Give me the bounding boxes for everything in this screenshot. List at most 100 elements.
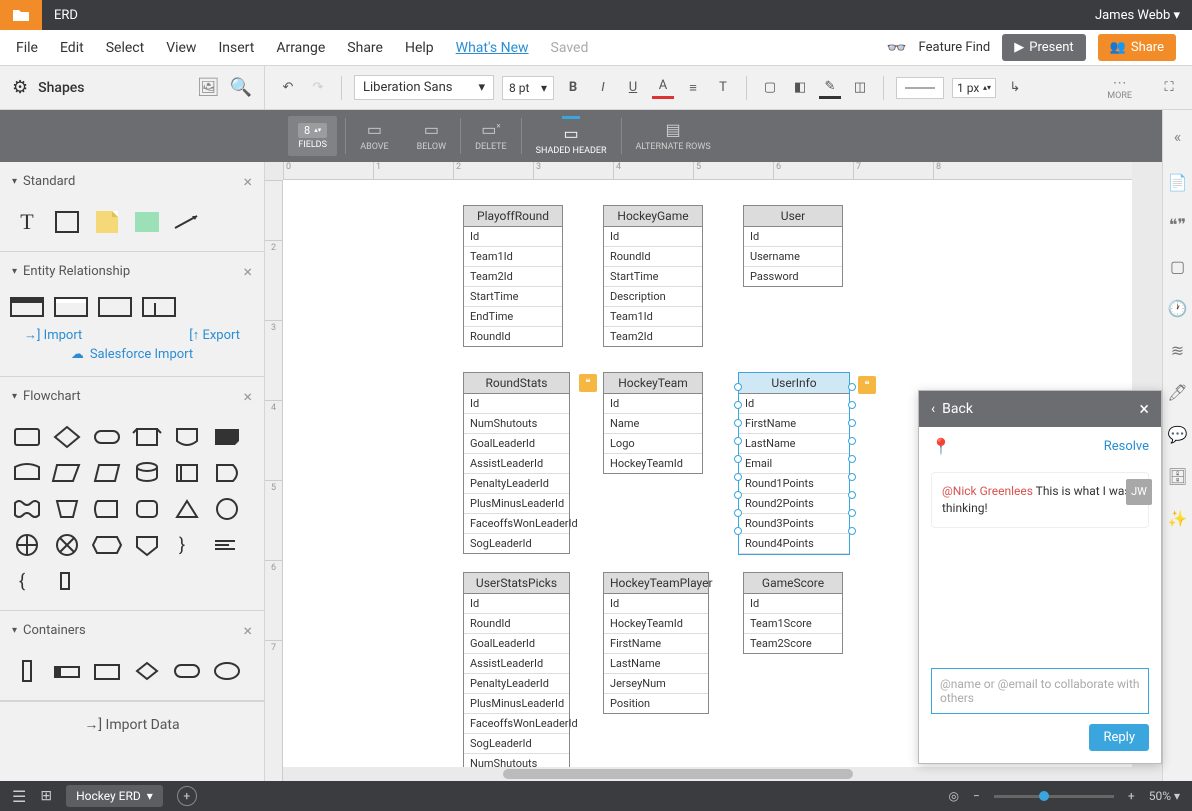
salesforce-import-link[interactable]: ☁ Salesforce Import [10, 343, 254, 366]
target-icon[interactable]: ◎ [949, 789, 959, 803]
italic-icon[interactable]: I [592, 77, 614, 99]
entity-field[interactable]: Id [604, 227, 702, 247]
entity-field[interactable]: HockeyTeamId [604, 614, 708, 634]
rect-shape[interactable] [50, 207, 84, 237]
menu-insert[interactable]: Insert [218, 40, 254, 56]
menu-select[interactable]: Select [106, 40, 144, 56]
gear-icon[interactable]: ⚙ [12, 77, 28, 98]
flowchart-shape-2[interactable] [90, 422, 124, 452]
whats-new-link[interactable]: What's New [456, 40, 529, 56]
entity-field[interactable]: Id [604, 394, 702, 414]
document-title[interactable]: ERD [54, 8, 78, 23]
entity-field[interactable]: StartTime [604, 267, 702, 287]
image-icon[interactable]: 🖼 [197, 77, 220, 98]
flowchart-shape-15[interactable] [130, 494, 164, 524]
back-button[interactable]: ‹ Back [931, 401, 973, 417]
flowchart-shape-22[interactable]: } [170, 530, 204, 560]
fields-count[interactable]: 8▴▾ FIELDS [288, 116, 337, 156]
bold-icon[interactable]: B [562, 77, 584, 99]
entity-field[interactable]: NumShutouts [464, 414, 569, 434]
entity-field[interactable]: Team1Id [604, 307, 702, 327]
er-shape-3[interactable] [98, 297, 132, 317]
container-shape-1[interactable] [50, 656, 84, 686]
entity-rel-section-header[interactable]: ▾Entity Relationship× [0, 252, 264, 291]
flowchart-shape-19[interactable] [50, 530, 84, 560]
menu-help[interactable]: Help [405, 40, 434, 56]
entity-field[interactable]: Id [744, 227, 842, 247]
flowchart-shape-25[interactable] [50, 566, 84, 596]
er-shape-4[interactable] [142, 297, 176, 317]
entity-user[interactable]: UserIdUsernamePassword [743, 205, 843, 287]
line-style-select[interactable] [896, 77, 944, 99]
close-icon[interactable]: × [1139, 399, 1149, 420]
undo-icon[interactable]: ↶ [277, 77, 299, 99]
entity-field[interactable]: PenaltyLeaderId [464, 674, 569, 694]
entity-field[interactable]: Name [604, 414, 702, 434]
flowchart-shape-17[interactable] [210, 494, 244, 524]
entity-field[interactable]: Id [744, 594, 842, 614]
pin-icon[interactable]: 📍 [931, 437, 951, 456]
line-width-select[interactable]: 1 px ▴▾ [952, 78, 996, 98]
entity-field[interactable]: Round1Points [739, 474, 849, 494]
entity-field[interactable]: Team2Id [464, 267, 562, 287]
folder-icon[interactable] [0, 0, 42, 30]
entity-field[interactable]: AssistLeaderId [464, 454, 569, 474]
entity-field[interactable]: Round2Points [739, 494, 849, 514]
shaded-header-button[interactable]: ▭SHADED HEADER [522, 110, 621, 162]
list-view-icon[interactable]: ☰ [12, 787, 26, 806]
flowchart-shape-1[interactable] [50, 422, 84, 452]
magic-icon[interactable]: ✨ [1168, 508, 1188, 528]
entity-gameScore[interactable]: GameScoreIdTeam1ScoreTeam2Score [743, 572, 843, 654]
zoom-in-icon[interactable]: + [1128, 789, 1135, 803]
chat-icon[interactable]: 💬 [1168, 424, 1188, 444]
container-shape-0[interactable] [10, 656, 44, 686]
menu-view[interactable]: View [166, 40, 196, 56]
flowchart-shape-0[interactable] [10, 422, 44, 452]
text-shape[interactable]: T [10, 207, 44, 237]
flowchart-shape-21[interactable] [130, 530, 164, 560]
entity-field[interactable]: Email [739, 454, 849, 474]
more-button[interactable]: ⋯MORE [1107, 75, 1132, 101]
flowchart-shape-23[interactable] [210, 530, 244, 560]
entity-field[interactable]: RoundId [464, 327, 562, 346]
menu-share[interactable]: Share [347, 40, 383, 56]
entity-userInfo[interactable]: UserInfoIdFirstNameLastNameEmailRound1Po… [738, 372, 850, 555]
fullscreen-icon[interactable]: ⛶ [1158, 77, 1180, 99]
block-shape[interactable] [130, 207, 164, 237]
entity-field[interactable]: Round3Points [739, 514, 849, 534]
horizontal-scrollbar[interactable] [283, 767, 1132, 781]
flowchart-shape-24[interactable]: { [10, 566, 44, 596]
containers-section-header[interactable]: ▾Containers× [0, 611, 264, 650]
flowchart-shape-6[interactable] [10, 458, 44, 488]
entity-field[interactable]: Team1Score [744, 614, 842, 634]
reply-button[interactable]: Reply [1089, 724, 1149, 751]
fill-color-icon[interactable]: ◧ [789, 77, 811, 99]
delete-button[interactable]: ▭×DELETE [461, 110, 521, 162]
alternate-rows-button[interactable]: ▤ALTERNATE ROWS [622, 110, 725, 162]
entity-field[interactable]: FirstName [739, 414, 849, 434]
flowchart-shape-13[interactable] [50, 494, 84, 524]
page-icon[interactable]: 📄 [1168, 172, 1188, 192]
align-icon[interactable]: ≡ [682, 77, 704, 99]
entity-hockeyGame[interactable]: HockeyGameIdRoundIdStartTimeDescriptionT… [603, 205, 703, 347]
present-button[interactable]: ▶ Present [1002, 34, 1085, 61]
binoculars-icon[interactable]: 👓 [887, 38, 907, 57]
entity-field[interactable]: GoalLeaderId [464, 634, 569, 654]
entity-field[interactable]: Id [604, 594, 708, 614]
entity-field[interactable]: Username [744, 247, 842, 267]
menu-edit[interactable]: Edit [60, 40, 84, 56]
entity-field[interactable]: RoundId [464, 614, 569, 634]
zoom-slider[interactable] [994, 795, 1114, 798]
comment-badge-icon[interactable]: ❝ [858, 376, 876, 394]
entity-field[interactable]: Round4Points [739, 534, 849, 554]
entity-field[interactable]: PlusMinusLeaderId [464, 494, 569, 514]
entity-field[interactable]: Description [604, 287, 702, 307]
er-shape-1[interactable] [10, 297, 44, 317]
font-size-select[interactable]: 8 pt▾ [502, 76, 554, 100]
container-shape-2[interactable] [90, 656, 124, 686]
entity-field[interactable]: Id [464, 394, 569, 414]
flowchart-section-header[interactable]: ▾Flowchart× [0, 377, 264, 416]
entity-hockeyTeamPlayer[interactable]: HockeyTeamPlayerIdHockeyTeamIdFirstNameL… [603, 572, 709, 714]
close-icon[interactable]: × [243, 172, 252, 191]
entity-field[interactable]: EndTime [464, 307, 562, 327]
